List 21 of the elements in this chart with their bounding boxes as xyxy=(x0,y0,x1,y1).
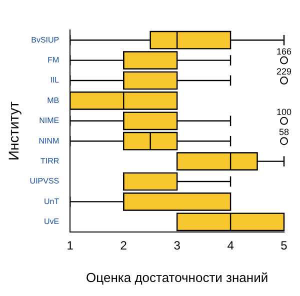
x-axis-title: Оценка достаточности знаний xyxy=(86,270,268,285)
x-tick-label: 2 xyxy=(120,238,128,253)
annotation: 166 xyxy=(276,46,292,56)
y-tick-label: NINM xyxy=(38,136,60,146)
y-tick-label: FM xyxy=(48,56,60,65)
y-tick-label: IIL xyxy=(50,76,60,85)
y-tick-label: UIPVSS xyxy=(30,176,60,186)
x-tick-label: 1 xyxy=(66,238,74,253)
y-tick-label: UnT xyxy=(44,196,60,206)
annotation: 229 xyxy=(276,66,292,76)
y-tick-label: UvE xyxy=(44,217,60,226)
x-tick-label: 4 xyxy=(227,238,234,253)
y-tick-label: MB xyxy=(47,96,60,105)
x-tick-label: 5 xyxy=(280,238,288,253)
x-tick-label: 3 xyxy=(174,238,181,253)
y-axis-title: Институт xyxy=(5,100,22,161)
y-tick-label: NIME xyxy=(39,116,60,126)
y-tick-label: BvSIUP xyxy=(31,35,60,44)
y-tick-label: TIRR xyxy=(40,156,60,166)
annotation: 58 xyxy=(278,127,290,138)
annotation: 100 xyxy=(276,106,292,117)
